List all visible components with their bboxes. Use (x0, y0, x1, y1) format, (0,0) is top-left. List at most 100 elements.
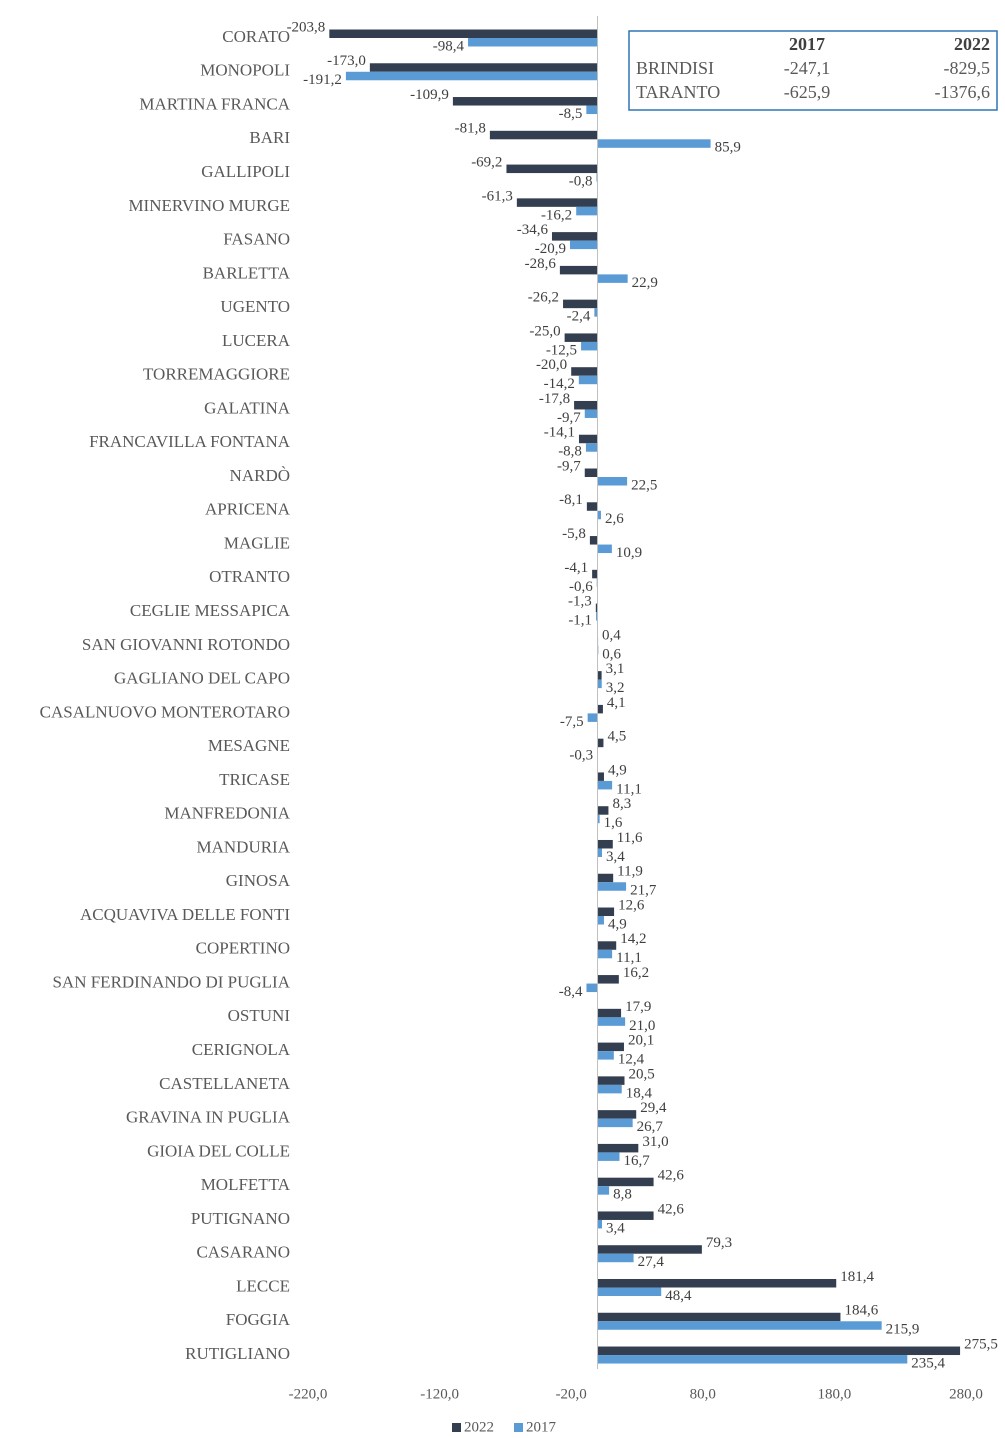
bar (584, 468, 598, 478)
value-label: 26,7 (637, 1119, 664, 1135)
value-label: -8,5 (559, 106, 583, 122)
value-label: 42,6 (658, 1201, 685, 1217)
bar (597, 704, 603, 714)
category-label: GALLIPOLI (201, 162, 290, 181)
bar (597, 139, 711, 148)
value-label: 42,6 (658, 1168, 685, 1184)
bar (584, 409, 598, 418)
value-label: 275,5 (964, 1336, 998, 1352)
bar (597, 1076, 625, 1085)
bar (597, 1051, 614, 1060)
value-label: 235,4 (911, 1355, 945, 1371)
value-label: 29,4 (640, 1100, 667, 1116)
bar (597, 1017, 626, 1026)
value-label: -0,3 (569, 748, 593, 764)
table-header: 2017 (789, 34, 825, 54)
bar (571, 367, 598, 376)
category-label: UGENTO (220, 297, 290, 316)
value-label: -203,8 (287, 19, 326, 35)
value-label: 3,2 (606, 680, 625, 696)
value-label: -7,5 (560, 714, 584, 730)
bar (597, 1219, 602, 1229)
value-label: -61,3 (482, 188, 513, 204)
bar (597, 907, 615, 917)
value-label: -109,9 (410, 87, 449, 103)
bar (597, 477, 628, 486)
bar (597, 873, 614, 883)
legend-label: 2022 (464, 1419, 494, 1435)
bar (570, 240, 598, 250)
value-label: 12,4 (618, 1052, 645, 1068)
bar (587, 713, 598, 722)
bar (597, 1211, 654, 1220)
value-label: -12,5 (546, 342, 577, 358)
category-label: CERIGNOLA (192, 1040, 291, 1059)
value-label: 181,4 (840, 1269, 874, 1285)
table-cell: -1376,6 (935, 82, 991, 102)
value-label: 14,2 (620, 931, 646, 947)
bar (369, 63, 598, 72)
value-label: -8,8 (558, 444, 582, 460)
category-label: MOLFETTA (201, 1175, 291, 1194)
value-label: 11,9 (617, 864, 643, 880)
table-cell: -625,9 (784, 82, 831, 102)
bar (581, 341, 598, 351)
value-label: 20,5 (628, 1066, 654, 1082)
value-label: 79,3 (706, 1235, 732, 1251)
category-label: FRANCAVILLA FONTANA (89, 432, 291, 451)
table-row-label: BRINDISI (636, 58, 714, 78)
category-label: SAN FERDINANDO DI PUGLIA (52, 972, 290, 991)
value-label: -17,8 (539, 391, 570, 407)
value-label: -25,0 (529, 323, 560, 339)
category-label: CORATO (222, 27, 290, 46)
value-label: -173,0 (327, 53, 366, 69)
category-label: MESAGNE (208, 736, 290, 755)
legend-swatch (452, 1423, 461, 1432)
bar (586, 983, 598, 993)
bar (597, 772, 604, 781)
category-label: COPERTINO (196, 939, 290, 958)
value-label: 21,7 (630, 883, 657, 899)
bar (597, 848, 602, 857)
category-label: MARTINA FRANCA (139, 94, 290, 113)
category-label: RUTIGLIANO (185, 1344, 290, 1363)
value-label: 0,4 (602, 627, 621, 643)
bar (597, 1355, 908, 1364)
value-label: 16,7 (623, 1153, 650, 1169)
value-label: -0,6 (569, 579, 593, 595)
bar (597, 1152, 620, 1161)
value-label: -81,8 (455, 121, 486, 137)
value-label: -98,4 (433, 38, 465, 54)
bar (576, 206, 598, 216)
bar (564, 333, 598, 342)
category-label: CASALNUOVO MONTEROTARO (40, 702, 290, 721)
bar (329, 29, 598, 38)
bar (597, 679, 602, 689)
value-label: 11,1 (616, 950, 642, 966)
bar (597, 941, 617, 950)
bar (345, 71, 598, 81)
category-label: MANFREDONIA (164, 804, 290, 823)
inset-table-box (628, 30, 998, 111)
bar (597, 839, 613, 849)
bar (597, 806, 609, 815)
x-tick-label: -20,0 (556, 1386, 587, 1402)
bar (597, 274, 628, 283)
bar (597, 1177, 654, 1187)
bar (597, 975, 619, 984)
value-label: 18,4 (626, 1085, 653, 1101)
value-label: -1,3 (568, 594, 592, 610)
value-label: 16,2 (623, 965, 649, 981)
bar (586, 105, 598, 115)
category-label: GIOIA DEL COLLE (147, 1141, 290, 1160)
value-label: -2,4 (567, 309, 591, 325)
category-label: BARI (249, 128, 290, 147)
bar (596, 612, 598, 621)
bar (597, 738, 604, 748)
value-label: 3,4 (606, 1220, 625, 1236)
bar (597, 1084, 622, 1094)
bar (597, 1186, 610, 1195)
bar (597, 510, 601, 520)
category-label: TORREMAGGIORE (143, 365, 290, 384)
bar (597, 814, 600, 824)
